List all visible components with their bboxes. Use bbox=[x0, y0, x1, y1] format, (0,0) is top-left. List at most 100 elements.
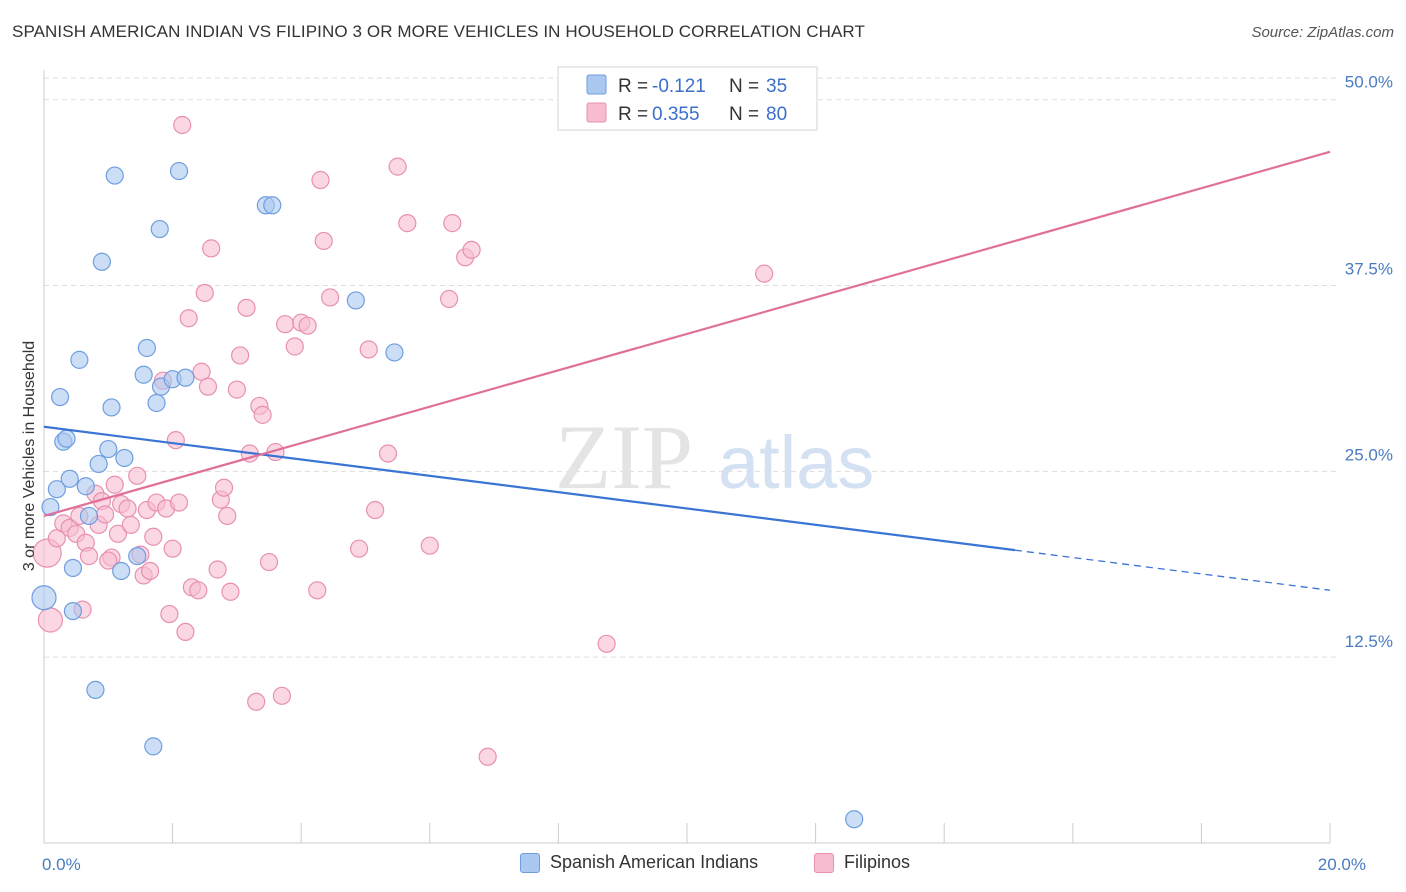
x-tick-label: 20.0% bbox=[1318, 855, 1366, 874]
filipino-point bbox=[105, 475, 124, 494]
filipino-point bbox=[378, 444, 398, 463]
spanish-american-indian-point bbox=[176, 368, 195, 387]
spanish-american-indian-point bbox=[147, 393, 166, 413]
filipino-point bbox=[253, 405, 272, 424]
legend-r-value-blue: -0.121 bbox=[652, 76, 706, 97]
legend-swatch-pink bbox=[586, 102, 607, 123]
filipino-point bbox=[169, 493, 189, 512]
spanish-american-indian-point bbox=[60, 469, 79, 488]
spanish-american-indian-point bbox=[79, 506, 99, 526]
bottom-legend-filipinos: Filipinos bbox=[814, 852, 910, 873]
trend-layer bbox=[43, 150, 1331, 591]
y-tick-label: 12.5% bbox=[1345, 632, 1393, 651]
spanish-american-indian-point bbox=[115, 448, 134, 468]
filipino-point bbox=[321, 288, 340, 307]
filipino-point bbox=[208, 560, 227, 579]
filipino-point bbox=[202, 239, 221, 258]
filipino-point bbox=[755, 264, 774, 283]
top-legend: R = -0.121 N = 35 R = 0.355 N = 80 bbox=[557, 66, 818, 131]
filipino-point bbox=[597, 634, 616, 653]
spanish-american-indian-point bbox=[169, 161, 189, 181]
spanish-american-indian-point bbox=[105, 166, 124, 185]
legend-r-value-pink: 0.355 bbox=[652, 104, 700, 125]
legend-n-value-pink: 80 bbox=[766, 104, 787, 125]
spanish-american-indian-point bbox=[102, 398, 121, 417]
y-tick-label: 50.0% bbox=[1345, 73, 1393, 92]
filipino-point bbox=[298, 316, 317, 335]
filipino-point bbox=[179, 309, 198, 328]
legend-n-value-blue: 35 bbox=[766, 76, 787, 97]
spanish-american-indian-point bbox=[150, 219, 169, 239]
filipino-point bbox=[99, 551, 118, 570]
filipino-point bbox=[128, 466, 147, 485]
spanish-american-indian-point bbox=[346, 291, 365, 310]
spanish-american-indian-point bbox=[76, 477, 95, 496]
filipino-point bbox=[173, 115, 192, 135]
spanish-american-indian-point bbox=[128, 546, 147, 566]
filipino-point bbox=[285, 337, 304, 356]
watermark-atlas: atlas bbox=[718, 421, 874, 504]
filipino-point bbox=[198, 377, 218, 396]
filipino-point bbox=[237, 298, 256, 317]
watermark: ZIP atlas bbox=[555, 406, 874, 508]
y-axis-label: 3 or more Vehicles in Household bbox=[21, 341, 38, 571]
bottom-legend-swatch-blue bbox=[520, 852, 540, 873]
filipino-point bbox=[314, 231, 333, 251]
filipino-point bbox=[195, 283, 214, 303]
spanish-american-indian-point bbox=[845, 810, 864, 829]
filipino-point bbox=[214, 478, 234, 497]
spanish-american-indian-point bbox=[134, 365, 153, 384]
filipino-point bbox=[349, 539, 369, 558]
spanish-american-indian-point bbox=[63, 558, 83, 578]
filipino-point bbox=[227, 380, 246, 399]
bottom-legend-spanish-american-indians: Spanish American Indians bbox=[520, 852, 758, 873]
bottom-legend-label-pink: Filipinos bbox=[844, 852, 911, 872]
filipino-point bbox=[388, 157, 407, 176]
spanish-american-indian-point bbox=[47, 480, 66, 499]
filipino-point bbox=[221, 582, 240, 601]
filipino-point bbox=[163, 539, 182, 558]
spanish-american-indian-point bbox=[89, 454, 108, 474]
filipino-point bbox=[420, 536, 439, 555]
spanish-american-indian-trend-line bbox=[43, 425, 1016, 552]
filipino-point bbox=[359, 340, 378, 359]
chart-source: Source: ZipAtlas.com bbox=[1251, 24, 1394, 41]
filipino-point bbox=[462, 240, 481, 259]
spanish-american-indian-point bbox=[41, 497, 60, 517]
spanish-american-indian-point bbox=[112, 561, 131, 581]
filipino-point bbox=[95, 505, 115, 524]
spanish-american-indian-point bbox=[50, 387, 70, 407]
spanish-american-indian-point bbox=[144, 737, 163, 756]
filipino-point bbox=[108, 524, 128, 543]
spanish-american-indian-point bbox=[86, 680, 105, 699]
spanish-american-indian-point bbox=[137, 338, 156, 358]
filipino-point bbox=[37, 607, 64, 633]
filipino-point bbox=[478, 747, 497, 766]
filipino-point bbox=[144, 527, 163, 546]
spanish-american-indian-point bbox=[57, 429, 76, 448]
legend-swatch-blue bbox=[586, 74, 607, 95]
watermark-zip: ZIP bbox=[555, 406, 693, 508]
filipino-point bbox=[176, 622, 195, 642]
filipino-point bbox=[140, 561, 160, 581]
bottom-legend-swatch-pink bbox=[814, 852, 834, 873]
filipino-point bbox=[443, 214, 462, 233]
legend-n-label-pink: N = bbox=[729, 104, 759, 125]
legend-n-label-blue: N = bbox=[729, 76, 759, 97]
y-tick-label: 25.0% bbox=[1345, 445, 1393, 464]
filipino-point bbox=[166, 431, 185, 450]
filipino-point bbox=[247, 692, 266, 711]
filipino-point bbox=[218, 506, 237, 526]
spanish-american-indian-point bbox=[385, 343, 404, 362]
filipino-point bbox=[311, 170, 330, 190]
filipino-point bbox=[308, 581, 327, 600]
filipino-point bbox=[398, 214, 417, 233]
filipino-point bbox=[366, 500, 385, 520]
y-tick-label: 37.5% bbox=[1345, 260, 1393, 279]
filipino-point bbox=[276, 315, 295, 334]
x-tick-label: 0.0% bbox=[42, 855, 81, 874]
spanish-american-indian-point bbox=[63, 601, 83, 621]
filipino-point bbox=[259, 552, 279, 572]
spanish-american-indian-point bbox=[99, 439, 118, 459]
